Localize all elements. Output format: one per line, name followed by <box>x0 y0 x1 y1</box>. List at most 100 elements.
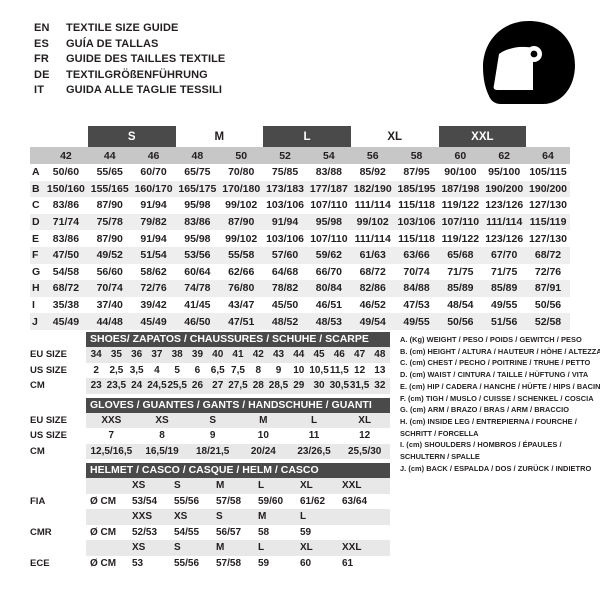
cell: 60/70 <box>140 166 167 179</box>
cell: 52/53 <box>132 526 158 538</box>
cell: Ø CM <box>90 495 117 507</box>
cell: 65/75 <box>184 166 211 179</box>
cell: 62/66 <box>228 265 255 278</box>
legend-item-i: I. (cm) SHOULDERS / HOMBROS / ÉPAULES / <box>400 440 562 450</box>
cell: 83/86 <box>184 216 211 229</box>
cell: 11 <box>308 430 320 442</box>
cell: 61 <box>342 557 354 569</box>
gloves-cm-values: 12,5/16,5 16,5/19 18/21,5 20/24 23/26,5 … <box>86 443 390 459</box>
cell: 43/47 <box>228 299 255 312</box>
cell: 29 <box>293 380 305 392</box>
cell: 4 <box>154 364 160 376</box>
table-row: H 68/72 70/74 72/76 74/78 76/80 78/82 80… <box>30 280 570 297</box>
cell: 12 <box>354 364 366 376</box>
cell: 155/165 <box>90 182 129 195</box>
helmet-cmr-values: Ø CM 52/53 54/55 56/57 58 59 <box>86 524 390 540</box>
cell: 63/64 <box>342 495 368 507</box>
cell: 111/114 <box>354 199 391 212</box>
cell: 54/58 <box>52 265 80 278</box>
shoes-title-row: SHOES/ ZAPATOS / CHAUSSURES / SCHUHE / S… <box>30 332 390 347</box>
cell: 53/56 <box>184 249 211 262</box>
cell: 76/80 <box>228 282 255 295</box>
cell: 16,5/19 <box>145 445 179 457</box>
cell: 63/66 <box>403 249 430 262</box>
gloves-cm-label: CM <box>30 445 45 457</box>
cell: 37/40 <box>96 299 123 312</box>
cell: 85/89 <box>447 282 474 295</box>
cell: 20/24 <box>250 445 276 457</box>
cell: 8 <box>255 364 262 376</box>
cell: 95/98 <box>184 199 211 212</box>
cell: 95/100 <box>488 166 521 179</box>
cell: 7,5 <box>231 364 245 376</box>
cell: 12 <box>359 430 371 442</box>
row-label-h: H <box>32 282 40 295</box>
helmet-cmr-sizes-row: XXS XS S M L <box>30 509 390 525</box>
cell: 115/119 <box>529 216 567 229</box>
cell: 39 <box>191 349 204 361</box>
cell: 87/90 <box>96 232 123 245</box>
shoes-us-label: US SIZE <box>30 364 67 376</box>
cell: 85/89 <box>491 282 518 295</box>
cell: XXL <box>342 542 362 554</box>
cell: 66/70 <box>315 265 343 278</box>
cell: 40 <box>212 349 224 361</box>
cell: 87/90 <box>96 199 123 212</box>
cell: 48/53 <box>315 315 343 328</box>
cell: L <box>258 542 265 554</box>
cell: 43 <box>272 349 285 361</box>
helmet-title-row: HELMET / CASCO / CASQUE / HELM / CASCO <box>30 463 390 478</box>
shoes-title-spacer <box>30 332 86 347</box>
cell: 36 <box>131 349 143 361</box>
cell: 46 <box>333 349 345 361</box>
helmet-fia-sizes-row: XS S M L XL XXL <box>30 478 390 494</box>
size-header-m: M <box>175 126 264 147</box>
cell: 87/90 <box>228 216 255 229</box>
numeric-size-42: 42 <box>60 149 72 162</box>
cell: 68/72 <box>359 265 386 278</box>
cell: 82/86 <box>359 282 386 295</box>
cell: 70/80 <box>228 166 255 179</box>
helmet-ece-label: ECE <box>30 557 50 569</box>
cell: 107/110 <box>310 232 348 245</box>
cell: S <box>174 542 181 554</box>
cell: 103/106 <box>266 232 305 245</box>
cell: 47 <box>354 349 366 361</box>
title-text-es: GUÍA DE TALLAS <box>66 37 159 50</box>
cell: 58 <box>258 526 270 538</box>
helmet-table: HELMET / CASCO / CASQUE / HELM / CASCO X… <box>30 463 390 571</box>
cell: 119/122 <box>441 232 480 245</box>
cell: 75/78 <box>96 216 123 229</box>
numeric-size-46: 46 <box>147 149 160 162</box>
cell: 78/82 <box>271 282 299 295</box>
cell: XS <box>132 542 146 554</box>
cell: 59/60 <box>258 495 284 507</box>
title-row-en: EN TEXTILE SIZE GUIDE <box>34 22 225 38</box>
cell: 84/88 <box>403 282 430 295</box>
title-text-en: TEXTILE SIZE GUIDE <box>66 22 179 34</box>
cell: 50/56 <box>534 299 562 312</box>
cell: 185/195 <box>397 182 436 195</box>
cell: 111/114 <box>486 216 523 229</box>
cell: 48/54 <box>447 299 474 312</box>
cell: 56/57 <box>216 526 242 538</box>
helmet-cmr-values-row: CMR Ø CM 52/53 54/55 56/57 58 59 <box>30 524 390 540</box>
size-header-spacer-left <box>30 126 44 147</box>
table-row: E 83/86 87/90 91/94 95/98 99/102 103/106… <box>30 230 570 247</box>
cell: 91/94 <box>140 232 167 245</box>
cell: 8 <box>159 430 165 442</box>
helmet-ece-values-row: ECE Ø CM 53 55/56 57/58 59 60 61 <box>30 555 390 571</box>
cell: 68/72 <box>534 249 562 262</box>
cell: 74/78 <box>184 282 211 295</box>
cell: 107/110 <box>441 216 480 229</box>
helmet-fia-values-row: FIA Ø CM 53/54 55/56 57/58 59/60 61/62 6… <box>30 493 390 509</box>
cell: 10 <box>293 364 305 376</box>
table-row: A 50/60 55/65 60/70 65/75 70/80 75/85 83… <box>30 164 570 181</box>
helmet-title-spacer <box>30 463 86 478</box>
shoes-cm-label: CM <box>30 380 45 392</box>
row-label-c: C <box>32 199 40 212</box>
title-lang-fr: FR <box>34 53 50 65</box>
shoes-eu-label: EU SIZE <box>30 349 67 361</box>
cell: 83/88 <box>315 166 343 179</box>
